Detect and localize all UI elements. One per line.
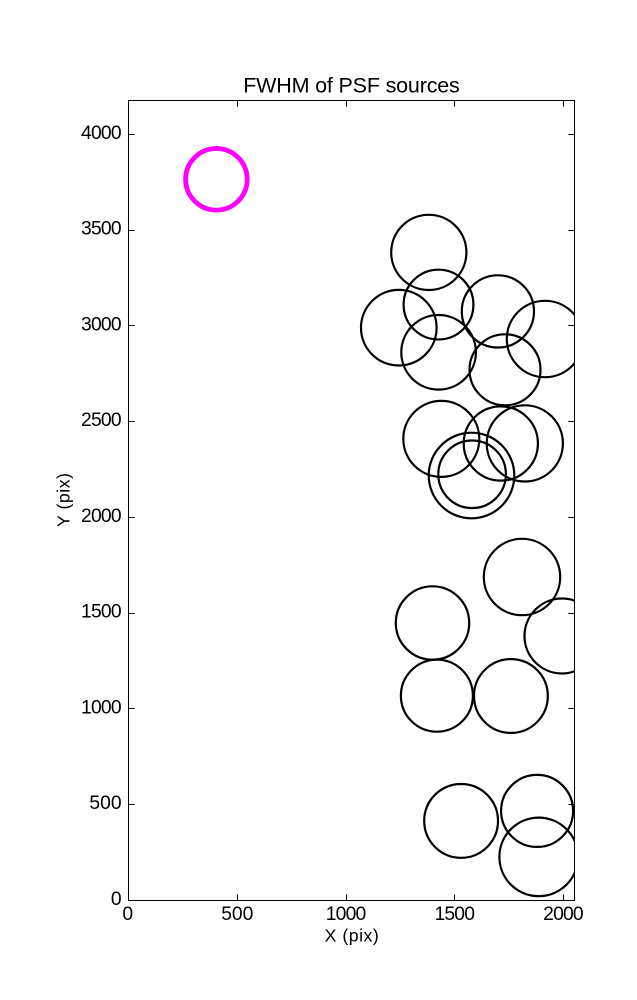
- svg-text:Y (pix): Y (pix): [54, 473, 74, 527]
- svg-text:2000: 2000: [543, 904, 584, 925]
- svg-text:500: 500: [221, 904, 253, 925]
- svg-text:FWHM of PSF sources: FWHM of PSF sources: [243, 74, 460, 98]
- svg-text:0: 0: [122, 904, 133, 925]
- svg-text:4000: 4000: [81, 123, 122, 144]
- svg-text:X (pix): X (pix): [325, 926, 379, 946]
- svg-text:2500: 2500: [81, 410, 122, 431]
- svg-text:1500: 1500: [81, 602, 122, 623]
- svg-text:1500: 1500: [434, 904, 475, 925]
- svg-text:500: 500: [89, 793, 121, 814]
- svg-text:0: 0: [111, 889, 122, 910]
- svg-text:2000: 2000: [81, 506, 122, 527]
- svg-text:1000: 1000: [81, 698, 122, 719]
- svg-text:1000: 1000: [326, 904, 367, 925]
- svg-text:3500: 3500: [81, 219, 122, 240]
- svg-text:3000: 3000: [81, 314, 122, 335]
